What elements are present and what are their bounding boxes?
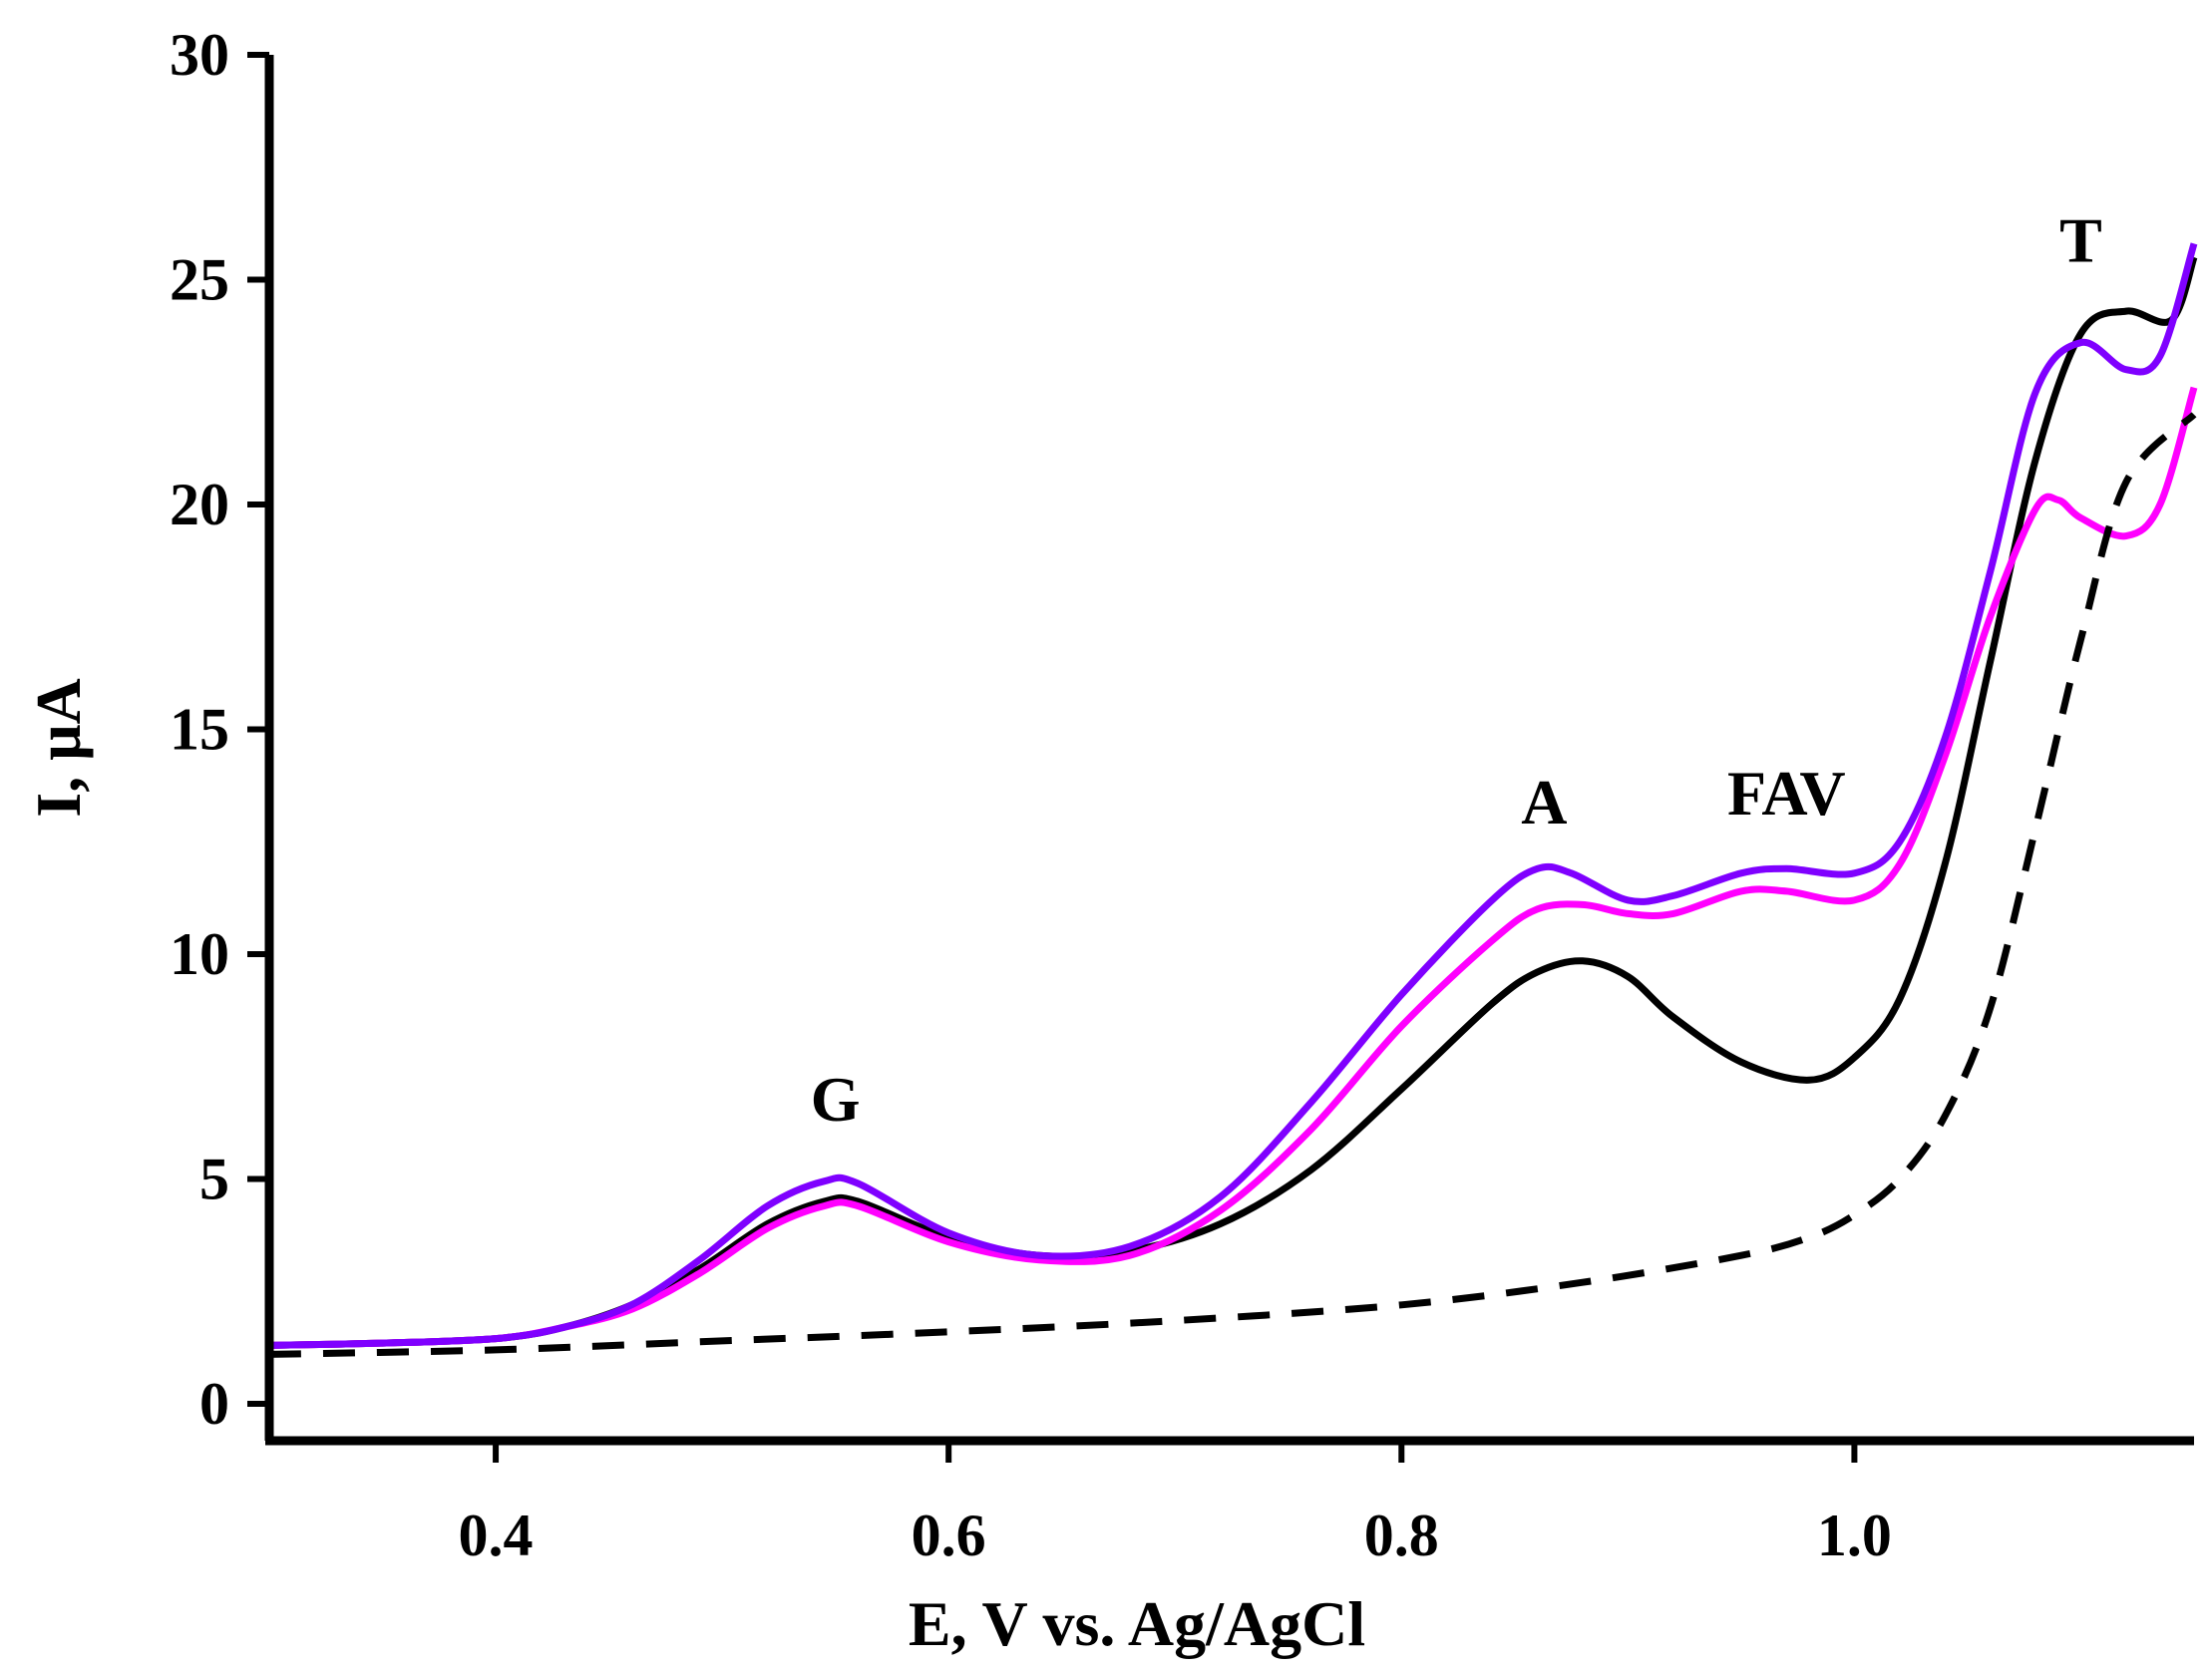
x-tick-label: 0.4	[459, 1503, 534, 1568]
peak-label-g: G	[811, 1064, 861, 1135]
y-tick-label: 0	[199, 1371, 229, 1437]
y-axis-title: I, μA	[23, 678, 94, 817]
peak-label-fav: FAV	[1727, 758, 1846, 829]
y-tick-label: 5	[199, 1147, 229, 1212]
x-tick-label: 1.0	[1817, 1503, 1892, 1568]
series-line-violet	[268, 242, 2198, 1349]
axes-layer	[264, 55, 2194, 1446]
annotation-layer: G A FAV T	[811, 204, 2102, 1134]
peak-label-t: T	[2059, 204, 2102, 275]
x-axis-title: E, V vs. Ag/AgCl	[909, 1588, 1365, 1659]
x-tick-label: 0.8	[1364, 1503, 1439, 1568]
y-tick-label: 30	[170, 22, 229, 88]
x-tick-label: 0.6	[912, 1503, 986, 1568]
y-tick-label: 20	[170, 472, 229, 537]
ticks-layer: 0.4 0.6 0.8 1.0 0 5 10 15 20 25 30	[170, 22, 1892, 1568]
y-tick-label: 15	[170, 697, 229, 763]
series-line-black	[268, 255, 2198, 1349]
series-layer	[268, 242, 2198, 1358]
y-tick-label: 25	[170, 247, 229, 313]
peak-label-a: A	[1521, 767, 1567, 838]
series-line-magenta	[268, 386, 2198, 1349]
series-line-blank	[268, 412, 2197, 1358]
y-tick-label: 10	[170, 921, 229, 987]
